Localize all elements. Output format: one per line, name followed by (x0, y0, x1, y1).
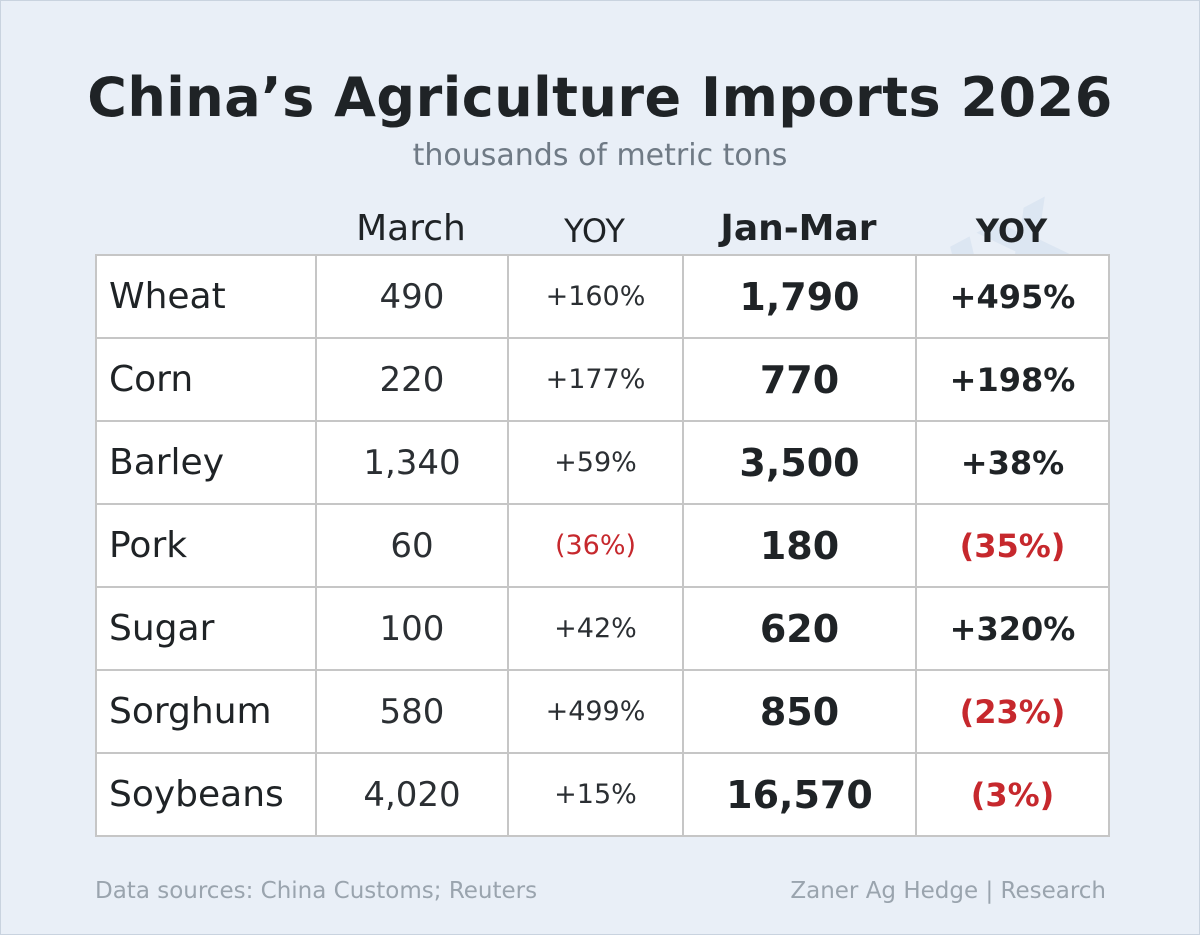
commodity-cell: Sugar (95, 586, 317, 671)
march-yoy-cell: +59% (507, 420, 684, 505)
march-cell: 490 (315, 254, 509, 339)
jan-mar-yoy-cell: (23%) (915, 669, 1110, 754)
march-yoy-cell: +499% (507, 669, 684, 754)
march-cell: 60 (315, 503, 509, 588)
jan-mar-cell: 180 (682, 503, 917, 588)
commodity-cell: Corn (95, 337, 317, 422)
jan-mar-yoy-cell: +38% (915, 420, 1110, 505)
jan-mar-cell: 1,790 (682, 254, 917, 339)
jan-mar-yoy-cell: +198% (915, 337, 1110, 422)
jan-mar-cell: 16,570 (682, 752, 917, 837)
subtitle: thousands of metric tons (412, 138, 788, 173)
header-march: March (356, 208, 466, 249)
commodity-cell: Pork (95, 503, 317, 588)
jan-mar-yoy-cell: (35%) (915, 503, 1110, 588)
march-cell: 1,340 (315, 420, 509, 505)
data-sources: Data sources: China Customs; Reuters (95, 878, 538, 904)
table-row: Sorghum 580 +499% 850 (23%) (95, 669, 1110, 754)
header-jan-mar-yoy: YOY (975, 212, 1048, 250)
march-cell: 580 (315, 669, 509, 754)
jan-mar-yoy-cell: +320% (915, 586, 1110, 671)
jan-mar-cell: 770 (682, 337, 917, 422)
commodity-cell: Soybeans (95, 752, 317, 837)
commodity-cell: Barley (95, 420, 317, 505)
march-yoy-cell: +15% (507, 752, 684, 837)
jan-mar-yoy-cell: +495% (915, 254, 1110, 339)
table-row: Sugar 100 +42% 620 +320% (95, 586, 1110, 671)
table-row: Barley 1,340 +59% 3,500 +38% (95, 420, 1110, 505)
march-yoy-cell: (36%) (507, 503, 684, 588)
march-cell: 4,020 (315, 752, 509, 837)
jan-mar-cell: 850 (682, 669, 917, 754)
march-yoy-cell: +42% (507, 586, 684, 671)
table-row: Corn 220 +177% 770 +198% (95, 337, 1110, 422)
header-jan-mar: Jan-Mar (720, 208, 877, 249)
jan-mar-cell: 620 (682, 586, 917, 671)
table-row: Pork 60 (36%) 180 (35%) (95, 503, 1110, 588)
march-yoy-cell: +160% (507, 254, 684, 339)
commodity-cell: Sorghum (95, 669, 317, 754)
table-row: Wheat 490 +160% 1,790 +495% (95, 254, 1110, 339)
credit: Zaner Ag Hedge | Research (790, 878, 1106, 904)
jan-mar-cell: 3,500 (682, 420, 917, 505)
march-cell: 220 (315, 337, 509, 422)
header-march-yoy: YOY (564, 212, 625, 250)
page-title: China’s Agriculture Imports 2026 (87, 66, 1113, 129)
table-row: Soybeans 4,020 +15% 16,570 (3%) (95, 752, 1110, 837)
march-yoy-cell: +177% (507, 337, 684, 422)
imports-table: Wheat 490 +160% 1,790 +495% Corn 220 +177% 770 +1… (95, 254, 1110, 837)
jan-mar-yoy-cell: (3%) (915, 752, 1110, 837)
commodity-cell: Wheat (95, 254, 317, 339)
march-cell: 100 (315, 586, 509, 671)
